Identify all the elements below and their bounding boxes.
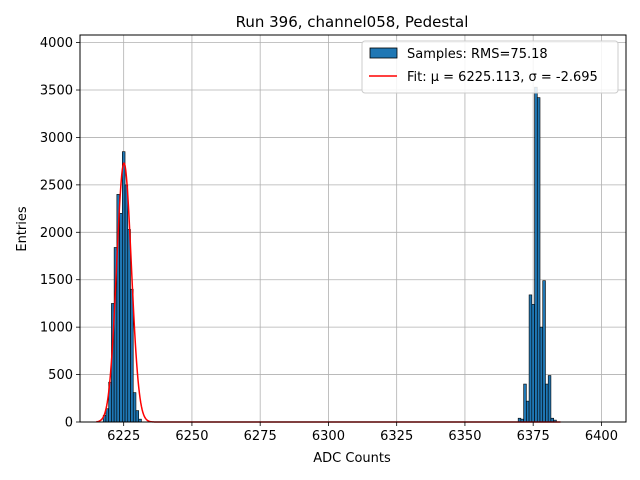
histogram-bar	[523, 383, 527, 423]
x-tick-label: 6350	[448, 429, 481, 444]
chart-title: Run 396, channel058, Pedestal	[236, 13, 469, 31]
x-tick-label: 6225	[107, 429, 140, 444]
histogram-bar	[539, 326, 544, 423]
y-tick-label: 500	[48, 368, 73, 383]
y-tick-label: 4000	[40, 36, 73, 51]
x-tick-label: 6325	[380, 429, 413, 444]
histogram-bar	[531, 304, 535, 423]
histogram-bar	[542, 280, 546, 423]
y-tick-label: 0	[65, 416, 73, 431]
x-axis-label: ADC Counts	[313, 451, 391, 466]
legend-label-samples: Samples: RMS=75.18	[407, 47, 548, 62]
histogram-bar	[119, 213, 123, 423]
histogram-bar	[122, 151, 126, 423]
histogram-bar	[135, 410, 139, 423]
y-axis-ticks: 0 500 1000 1500 2000 2500 3000 3500 4000	[40, 36, 80, 431]
y-tick-label: 2500	[40, 178, 73, 193]
x-tick-label: 6300	[312, 429, 345, 444]
legend: Samples: RMS=75.18 Fit: μ = 6225.113, σ …	[361, 40, 619, 94]
histogram-bar	[132, 392, 137, 423]
histogram-bar	[105, 408, 109, 423]
x-tick-label: 6275	[244, 429, 277, 444]
histogram-bar	[536, 97, 541, 423]
histogram-bar	[528, 294, 533, 423]
x-axis-ticks: 6225 6250 6275 6300 6325 6350 6375 6400	[107, 422, 618, 444]
x-tick-label: 6400	[585, 429, 618, 444]
histogram-bar	[547, 375, 552, 423]
y-tick-label: 3000	[40, 131, 73, 146]
y-tick-label: 1000	[40, 321, 73, 336]
y-tick-label: 2000	[40, 226, 73, 241]
plot-frame	[79, 34, 627, 423]
x-tick-label: 6250	[175, 429, 208, 444]
x-tick-label: 6375	[517, 429, 550, 444]
histogram-bar	[545, 383, 549, 423]
histogram-bar	[127, 229, 131, 423]
histogram-bars	[102, 86, 557, 423]
y-tick-label: 1500	[40, 273, 73, 288]
legend-label-fit: Fit: μ = 6225.113, σ = -2.695	[407, 70, 598, 85]
histogram-bar	[124, 184, 129, 423]
y-axis-label: Entries	[15, 206, 30, 252]
y-tick-label: 3500	[40, 84, 73, 99]
histogram-bar	[526, 400, 530, 423]
legend-swatch-samples	[369, 47, 398, 59]
histogram-bar	[534, 86, 538, 423]
legend-box	[361, 40, 619, 94]
